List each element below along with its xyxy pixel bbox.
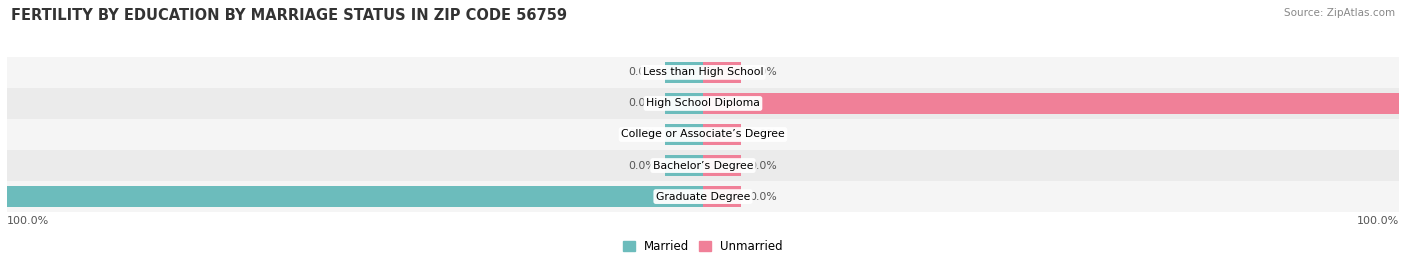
Bar [665,62,703,83]
Text: Source: ZipAtlas.com: Source: ZipAtlas.com [1284,8,1395,18]
Text: 0.0%: 0.0% [628,68,657,77]
Text: Bachelor’s Degree: Bachelor’s Degree [652,161,754,171]
Text: College or Associate’s Degree: College or Associate’s Degree [621,129,785,140]
Bar [703,186,741,207]
Bar [7,186,703,207]
Legend: Married, Unmarried: Married, Unmarried [619,235,787,258]
Bar [703,62,741,83]
Bar [703,155,741,176]
Bar [703,93,1399,114]
Bar [665,124,703,145]
Text: 100.0%: 100.0% [7,216,49,226]
Bar [665,93,703,114]
Bar [7,181,1399,212]
Bar [665,155,703,176]
Bar [7,88,1399,119]
Bar [7,57,1399,88]
Text: Less than High School: Less than High School [643,68,763,77]
Text: 0.0%: 0.0% [749,129,778,140]
Text: FERTILITY BY EDUCATION BY MARRIAGE STATUS IN ZIP CODE 56759: FERTILITY BY EDUCATION BY MARRIAGE STATU… [11,8,567,23]
Text: 0.0%: 0.0% [749,68,778,77]
Text: High School Diploma: High School Diploma [647,98,759,108]
Text: 0.0%: 0.0% [749,161,778,171]
Text: 100.0%: 100.0% [1357,216,1399,226]
Bar [703,124,741,145]
Bar [7,119,1399,150]
Bar [7,150,1399,181]
Text: 0.0%: 0.0% [628,129,657,140]
Text: 0.0%: 0.0% [749,192,778,201]
Text: 0.0%: 0.0% [628,98,657,108]
Text: Graduate Degree: Graduate Degree [655,192,751,201]
Text: 0.0%: 0.0% [628,161,657,171]
